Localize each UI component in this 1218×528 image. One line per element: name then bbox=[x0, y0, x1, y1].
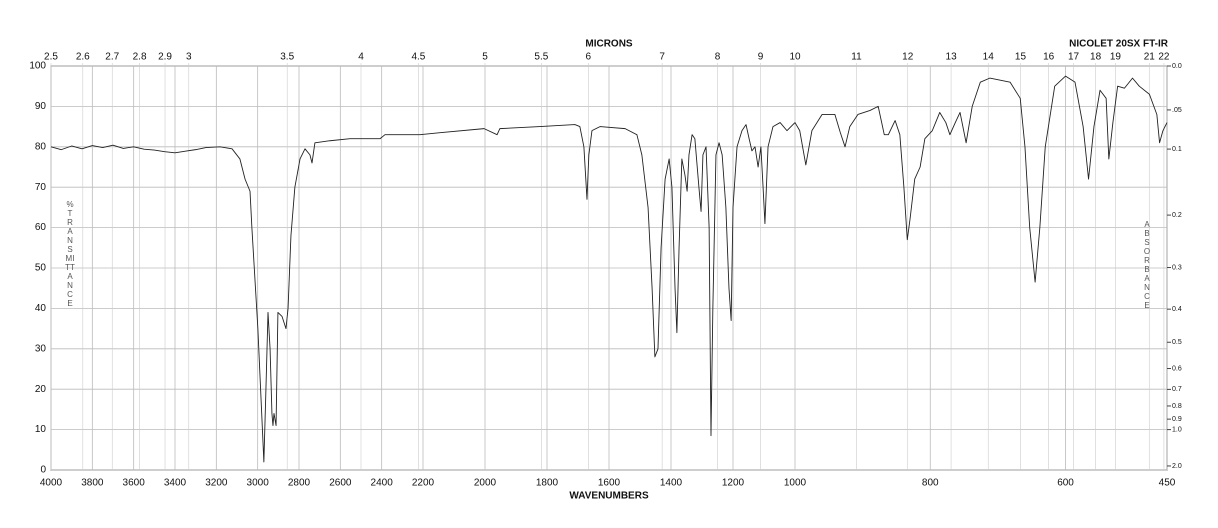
y2-tick-label: 2.0 bbox=[1172, 463, 1182, 470]
y-tick-label: 20 bbox=[35, 384, 47, 395]
x2-axis-title: MICRONS bbox=[585, 39, 633, 50]
x2-tick-label: 11 bbox=[851, 52, 862, 63]
y-tick-label: 70 bbox=[35, 182, 47, 193]
x-tick-label: 1000 bbox=[784, 478, 807, 489]
x2-tick-label: 18 bbox=[1090, 52, 1102, 63]
x2-tick-label: 4 bbox=[358, 52, 364, 63]
x2-tick-label: 3 bbox=[186, 52, 192, 63]
y-tick-label: 100 bbox=[29, 61, 46, 72]
x2-tick-label: 19 bbox=[1110, 52, 1122, 63]
x2-tick-label: 2.9 bbox=[158, 52, 172, 63]
x2-tick-label: 12 bbox=[902, 52, 914, 63]
x-tick-label: 3400 bbox=[164, 478, 187, 489]
x-tick-label: 2600 bbox=[329, 478, 352, 489]
y2-tick-label: 0.4 bbox=[1172, 306, 1182, 313]
y2-tick-label: 0.2 bbox=[1172, 212, 1182, 219]
y2-tick-label: 0.0 bbox=[1172, 63, 1182, 70]
x2-tick-label: 10 bbox=[789, 52, 801, 63]
y-tick-label: 10 bbox=[35, 424, 47, 435]
x2-tick-label: 21 bbox=[1144, 52, 1156, 63]
spectrum-line bbox=[50, 75, 1168, 463]
y2-tick-label: 0.5 bbox=[1172, 339, 1182, 346]
x2-tick-label: 4.5 bbox=[411, 52, 425, 63]
x2-tick-label: 14 bbox=[983, 52, 995, 63]
x-tick-label: 800 bbox=[922, 478, 939, 489]
x2-tick-label: 5.5 bbox=[534, 52, 548, 63]
y2-tick-label: .05 bbox=[1172, 107, 1182, 114]
y2-tick-label: 0.6 bbox=[1172, 365, 1182, 372]
x-tick-label: 2000 bbox=[474, 478, 497, 489]
x2-tick-label: 5 bbox=[482, 52, 488, 63]
y2-tick-label: 0.1 bbox=[1172, 146, 1182, 153]
x2-tick-label: 17 bbox=[1068, 52, 1080, 63]
x2-tick-label: 22 bbox=[1158, 52, 1170, 63]
x-tick-label: 3600 bbox=[123, 478, 146, 489]
x-tick-label: 3800 bbox=[81, 478, 104, 489]
x-tick-label: 1800 bbox=[536, 478, 559, 489]
y-tick-label: 50 bbox=[35, 263, 47, 274]
x2-tick-label: 13 bbox=[946, 52, 958, 63]
x2-tick-label: 2.5 bbox=[44, 52, 58, 63]
x2-tick-label: 3.5 bbox=[280, 52, 294, 63]
x2-tick-label: 7 bbox=[659, 52, 665, 63]
y-tick-label: 40 bbox=[35, 303, 47, 314]
y-tick-label: 0 bbox=[40, 465, 46, 476]
x2-tick-label: 9 bbox=[758, 52, 764, 63]
y-axis-title: %TRANSMITTANCE bbox=[65, 200, 75, 308]
y2-tick-label: 0.7 bbox=[1172, 386, 1182, 393]
y2-axis-title: ABSORBANCE bbox=[1143, 220, 1151, 310]
y-tick-label: 90 bbox=[35, 101, 47, 112]
x2-tick-label: 6 bbox=[586, 52, 592, 63]
x2-tick-label: 8 bbox=[715, 52, 721, 63]
x-tick-label: 2200 bbox=[412, 478, 435, 489]
y-tick-label: 30 bbox=[35, 343, 47, 354]
y2-tick-label: 0.3 bbox=[1172, 264, 1182, 271]
y2-tick-label: 0.9 bbox=[1172, 416, 1182, 423]
y-tick-label: 80 bbox=[35, 141, 47, 152]
x-tick-label: 1200 bbox=[722, 478, 745, 489]
y2-tick-label: 1.0 bbox=[1172, 426, 1182, 433]
y2-tick-label: 0.8 bbox=[1172, 403, 1182, 410]
chart-title: NICOLET 20SX FT-IR bbox=[1069, 39, 1169, 50]
x-tick-label: 2400 bbox=[371, 478, 394, 489]
x-tick-label: 450 bbox=[1159, 478, 1176, 489]
x-tick-label: 3200 bbox=[205, 478, 228, 489]
y-tick-label: 60 bbox=[35, 222, 47, 233]
x-axis-title: WAVENUMBERS bbox=[569, 491, 649, 502]
x2-tick-label: 16 bbox=[1043, 52, 1055, 63]
x-tick-label: 600 bbox=[1057, 478, 1074, 489]
x2-tick-label: 2.7 bbox=[105, 52, 119, 63]
x-tick-label: 4000 bbox=[40, 478, 63, 489]
x2-tick-label: 2.6 bbox=[76, 52, 90, 63]
x-tick-label: 2800 bbox=[288, 478, 311, 489]
x2-tick-label: 2.8 bbox=[133, 52, 147, 63]
x-tick-label: 3000 bbox=[247, 478, 270, 489]
x-tick-label: 1400 bbox=[660, 478, 683, 489]
x2-tick-label: 15 bbox=[1015, 52, 1027, 63]
x-tick-label: 1600 bbox=[598, 478, 621, 489]
